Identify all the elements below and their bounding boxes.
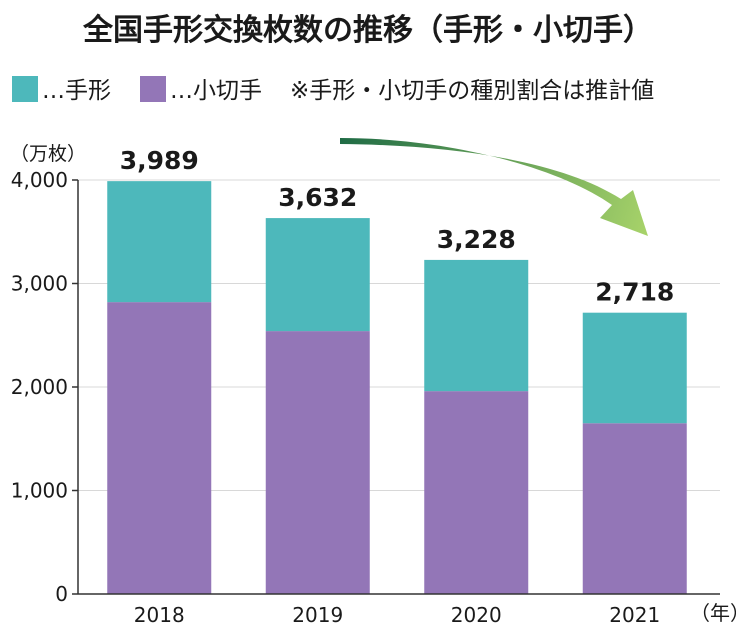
bar-segment-手形: [107, 181, 212, 303]
x-axis-unit-label: （年）: [690, 601, 736, 625]
x-tick-label: 2021: [609, 603, 660, 627]
bars: [107, 181, 687, 594]
x-tick-label: 2020: [451, 603, 502, 627]
y-tick-label: 1,000: [11, 479, 68, 503]
trend-arrow-icon: [340, 138, 648, 236]
data-label-total: 3,632: [278, 183, 357, 212]
y-axis-ticks: 0 1,000 2,000 3,000 4,000: [11, 168, 78, 606]
chart-title: 全国手形交換枚数の推移（手形・小切手）: [82, 13, 653, 48]
y-axis-unit-label: （万枚）: [10, 143, 86, 165]
data-label-total: 3,989: [120, 146, 199, 175]
bar-segment-手形: [582, 312, 687, 424]
data-labels: 3,989 3,632 3,228 2,718: [120, 146, 675, 307]
y-tick-label: 0: [55, 582, 68, 606]
bar-segment-小切手: [424, 391, 529, 594]
legend-note: ※手形・小切手の種別割合は推計値: [290, 78, 654, 104]
x-axis-ticks: 2018 2019 2020 2021: [134, 603, 660, 627]
bar-segment-小切手: [582, 423, 687, 594]
bar-segment-小切手: [265, 331, 370, 594]
x-tick-label: 2018: [134, 603, 185, 627]
legend: …手形 …小切手 ※手形・小切手の種別割合は推計値: [12, 76, 654, 104]
data-label-total: 3,228: [437, 225, 516, 254]
bar-segment-小切手: [107, 302, 212, 594]
legend-label-tegata: …手形: [42, 78, 111, 104]
x-tick-label: 2019: [292, 603, 343, 627]
legend-label-kogitte: …小切手: [170, 78, 262, 104]
y-tick-label: 2,000: [11, 375, 68, 399]
y-tick-label: 4,000: [11, 168, 68, 192]
data-label-total: 2,718: [595, 278, 674, 307]
legend-swatch-kogitte: [140, 76, 166, 102]
y-tick-label: 3,000: [11, 272, 68, 296]
legend-swatch-tegata: [12, 76, 38, 102]
bar-segment-手形: [424, 259, 529, 392]
bar-segment-手形: [265, 218, 370, 332]
